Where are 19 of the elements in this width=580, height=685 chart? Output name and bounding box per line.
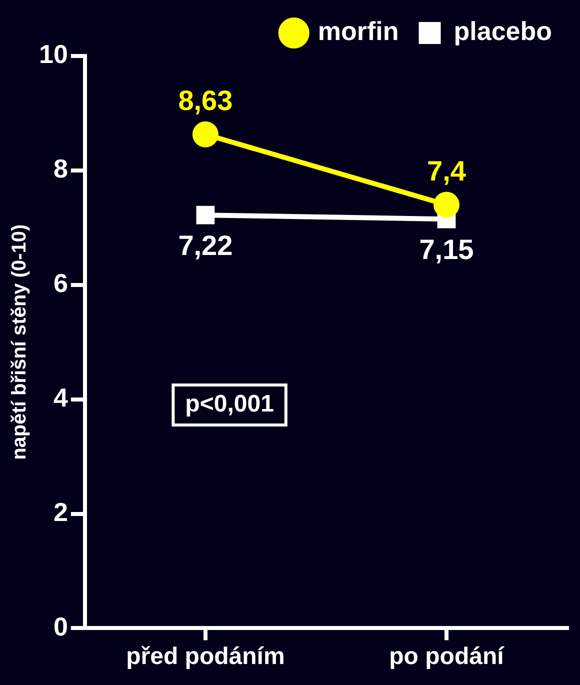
point	[192, 121, 218, 148]
legend-label: morfin	[318, 16, 399, 46]
data-label: 7,4	[427, 155, 466, 186]
y-tick-label: 10	[39, 39, 68, 70]
y-tick-label: 8	[53, 154, 68, 184]
data-label: 7,15	[419, 234, 474, 265]
legend-label: placebo	[454, 16, 552, 46]
annotation: p<0,001	[185, 390, 274, 418]
data-label: 7,22	[178, 230, 233, 261]
point	[433, 192, 460, 218]
data-label: 8,63	[178, 85, 233, 116]
x-tick-label: před podáním	[126, 643, 285, 670]
y-tick-label: 0	[53, 611, 68, 642]
point	[196, 206, 215, 224]
y-tick-label: 4	[53, 382, 68, 412]
y-tick-label: 6	[53, 268, 68, 298]
y-tick-label: 2	[53, 496, 68, 527]
y-axis-title: napětí břišní stěny (0-10)	[8, 224, 31, 460]
x-tick-label: po podání	[389, 643, 506, 670]
